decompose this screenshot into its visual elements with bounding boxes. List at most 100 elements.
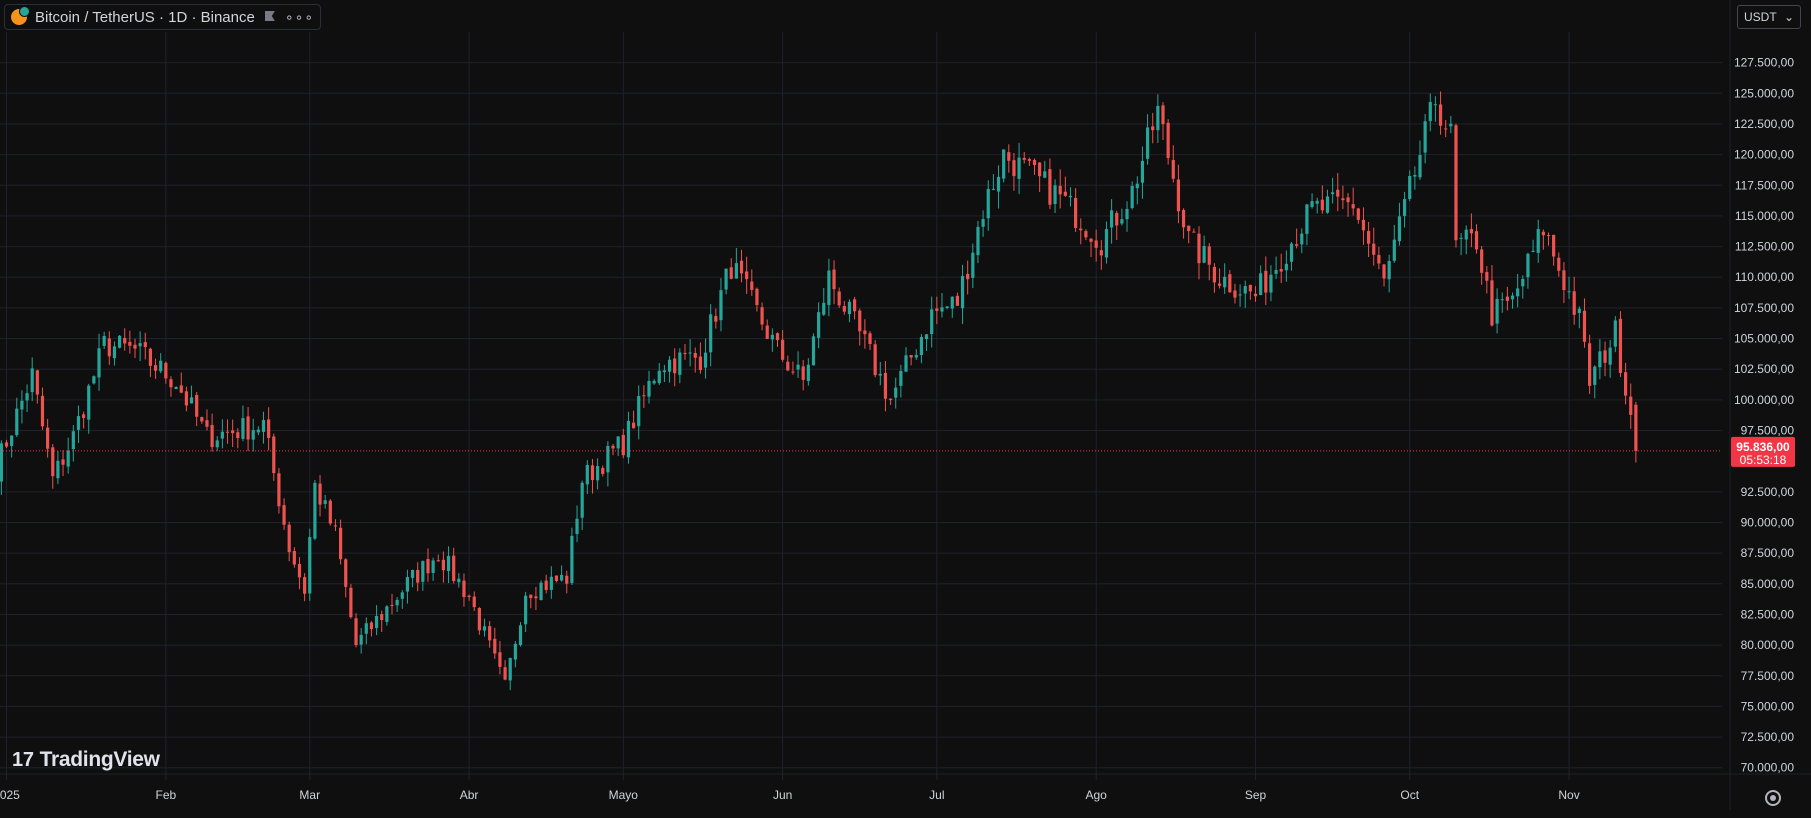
candle[interactable]: [1469, 213, 1473, 248]
candle[interactable]: [1577, 306, 1581, 329]
candle[interactable]: [631, 410, 636, 429]
candle[interactable]: [986, 180, 990, 231]
candle[interactable]: [590, 458, 595, 494]
candle[interactable]: [580, 480, 584, 530]
candle[interactable]: [1325, 189, 1330, 214]
candle[interactable]: [991, 174, 995, 191]
candle[interactable]: [1104, 221, 1109, 264]
candle[interactable]: [313, 479, 317, 541]
candle[interactable]: [1618, 311, 1623, 377]
candle[interactable]: [328, 499, 332, 526]
candle[interactable]: [416, 562, 420, 592]
candle[interactable]: [220, 419, 224, 449]
candle[interactable]: [1603, 341, 1607, 377]
candle[interactable]: [1510, 292, 1515, 309]
candle[interactable]: [431, 557, 435, 582]
candle[interactable]: [1125, 201, 1129, 232]
candle[interactable]: [462, 573, 466, 607]
candle[interactable]: [1295, 228, 1299, 249]
candle[interactable]: [1418, 140, 1422, 180]
candle[interactable]: [971, 243, 975, 289]
candle[interactable]: [806, 358, 810, 386]
candle[interactable]: [117, 335, 122, 349]
candle[interactable]: [976, 220, 980, 264]
candle[interactable]: [1017, 142, 1021, 195]
candle[interactable]: [76, 405, 81, 443]
candle[interactable]: [1274, 256, 1278, 280]
candle[interactable]: [955, 292, 959, 306]
candle[interactable]: [503, 660, 507, 681]
currency-selector[interactable]: USDT ⌄: [1737, 5, 1801, 29]
candle[interactable]: [1546, 232, 1551, 246]
candle[interactable]: [899, 364, 903, 398]
candle[interactable]: [380, 610, 384, 633]
candle[interactable]: [729, 258, 733, 280]
flag-icon[interactable]: [263, 10, 277, 24]
candle[interactable]: [153, 358, 158, 379]
candle[interactable]: [853, 296, 857, 320]
candle[interactable]: [837, 287, 841, 308]
candle[interactable]: [30, 357, 34, 402]
candle[interactable]: [97, 333, 101, 391]
candle[interactable]: [1490, 265, 1494, 327]
candle[interactable]: [1480, 245, 1484, 285]
candle[interactable]: [488, 621, 492, 648]
candle[interactable]: [1022, 151, 1026, 164]
candle[interactable]: [51, 444, 55, 489]
candle[interactable]: [436, 554, 440, 562]
candle[interactable]: [1320, 185, 1324, 214]
candle[interactable]: [786, 355, 790, 372]
candle[interactable]: [585, 460, 589, 495]
candle[interactable]: [1007, 144, 1011, 173]
candle[interactable]: [575, 505, 579, 543]
candle[interactable]: [1567, 276, 1571, 299]
candle[interactable]: [1346, 193, 1350, 217]
candle[interactable]: [1377, 246, 1381, 270]
candle[interactable]: [1485, 265, 1489, 294]
candle[interactable]: [1505, 286, 1509, 311]
candle[interactable]: [1464, 225, 1468, 255]
candle[interactable]: [374, 605, 379, 636]
candle[interactable]: [945, 306, 949, 310]
candle[interactable]: [565, 570, 569, 594]
candle[interactable]: [1608, 340, 1612, 378]
candle[interactable]: [277, 468, 281, 514]
candle[interactable]: [1331, 177, 1335, 204]
candle[interactable]: [261, 411, 266, 444]
candle[interactable]: [71, 425, 75, 462]
candle[interactable]: [308, 528, 312, 601]
candle[interactable]: [1500, 292, 1504, 313]
candle[interactable]: [195, 391, 199, 427]
candle[interactable]: [179, 372, 183, 394]
candle[interactable]: [739, 249, 744, 283]
candle[interactable]: [626, 411, 631, 464]
candle[interactable]: [662, 364, 667, 383]
candle[interactable]: [673, 348, 677, 387]
candle[interactable]: [128, 330, 132, 354]
candle[interactable]: [657, 363, 661, 385]
candle[interactable]: [15, 397, 19, 437]
candle[interactable]: [524, 591, 528, 633]
candle[interactable]: [719, 278, 723, 332]
candle[interactable]: [189, 385, 194, 404]
candle[interactable]: [390, 593, 394, 615]
candle[interactable]: [930, 296, 934, 348]
candle[interactable]: [1192, 228, 1196, 233]
candle[interactable]: [1171, 145, 1175, 183]
candle[interactable]: [652, 379, 656, 385]
candle[interactable]: [333, 519, 338, 531]
candle[interactable]: [1413, 166, 1417, 190]
candle[interactable]: [400, 590, 404, 609]
candle[interactable]: [1397, 202, 1402, 246]
candle[interactable]: [159, 353, 163, 374]
candle[interactable]: [1284, 250, 1288, 282]
candle[interactable]: [1202, 235, 1206, 264]
candle[interactable]: [1336, 173, 1340, 212]
candle[interactable]: [493, 627, 497, 659]
candle[interactable]: [1233, 283, 1237, 304]
candle[interactable]: [688, 339, 692, 367]
candle[interactable]: [246, 407, 250, 452]
candle[interactable]: [1043, 160, 1047, 179]
